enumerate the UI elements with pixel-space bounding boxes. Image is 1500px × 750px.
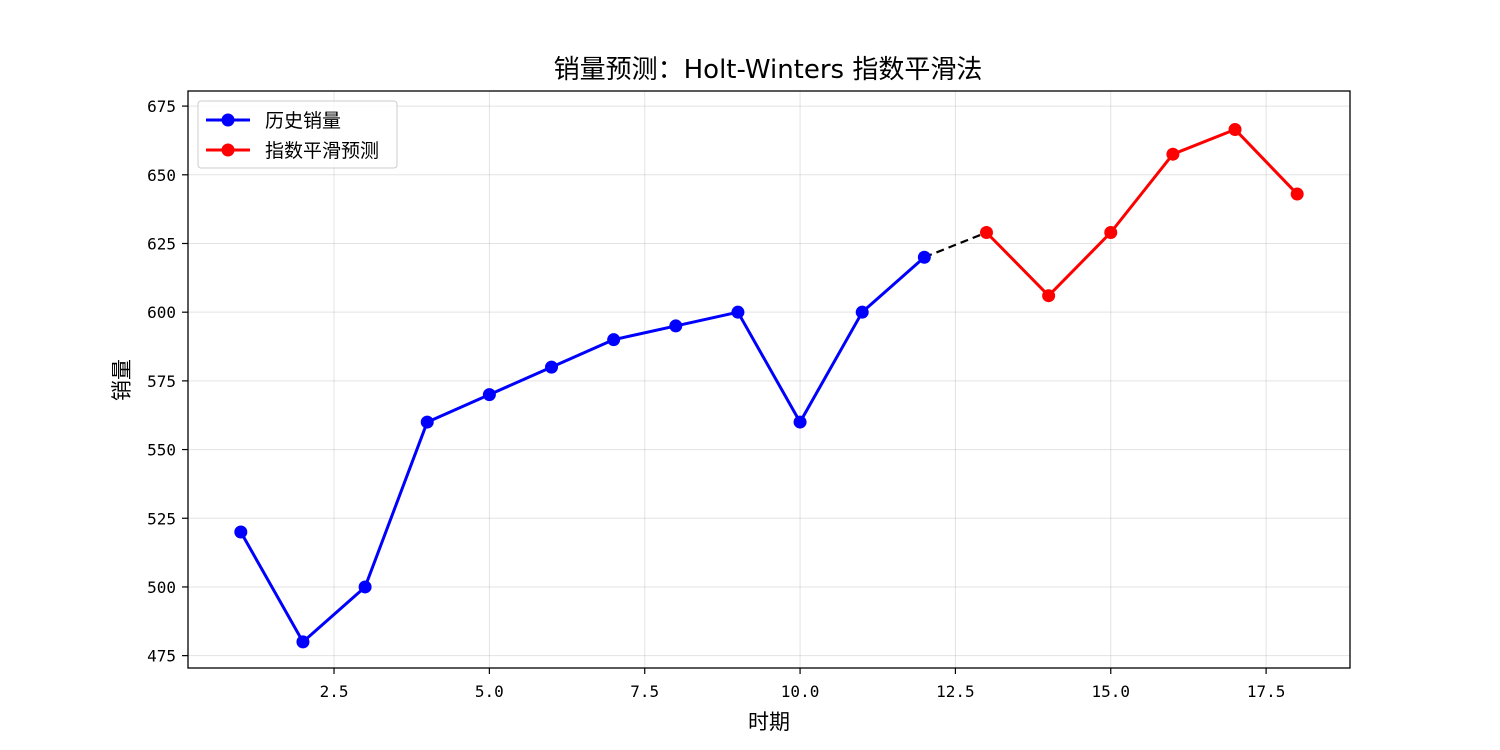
x-tick-label: 10.0 xyxy=(781,682,820,701)
history-data-point xyxy=(731,305,745,319)
history-data-point xyxy=(420,415,434,429)
forecast-data-point xyxy=(1042,289,1056,303)
plot-frame xyxy=(187,90,1351,669)
forecast-data-point xyxy=(1104,226,1118,240)
history-data-point xyxy=(545,360,559,374)
history-data-point xyxy=(917,250,931,264)
y-axis: 475 500 525 550 575 600 625 650 675 xyxy=(147,97,188,666)
y-tick-label: 500 xyxy=(147,578,176,597)
legend-history-label: 历史销量 xyxy=(265,110,341,132)
legend-forecast-label: 指数平滑预测 xyxy=(265,140,379,162)
plot-background xyxy=(188,91,1350,668)
history-data-point xyxy=(793,415,807,429)
history-data-point xyxy=(669,319,683,333)
history-data-point xyxy=(234,525,248,539)
x-tick-label: 17.5 xyxy=(1247,682,1286,701)
chart-title: 销量预测：Holt-Winters 指数平滑法 xyxy=(554,55,983,85)
grid-lines xyxy=(188,91,1350,668)
legend-history-marker xyxy=(221,113,235,127)
history-data-point xyxy=(358,580,372,594)
y-tick-label: 650 xyxy=(147,166,176,185)
history-series-line xyxy=(239,255,926,644)
x-tick-label: 2.5 xyxy=(320,682,349,701)
y-tick-label: 625 xyxy=(147,234,176,253)
y-tick-label: 550 xyxy=(147,441,176,460)
y-tick-label: 525 xyxy=(147,509,176,528)
y-tick-label: 675 xyxy=(147,97,176,116)
history-data-point xyxy=(855,305,869,319)
x-tick-label: 5.0 xyxy=(475,682,504,701)
x-axis-label: 时期 xyxy=(748,710,790,734)
forecast-data-point xyxy=(1290,187,1304,201)
plot-area xyxy=(187,90,1351,669)
history-data-point xyxy=(296,635,310,649)
connector-dashed-line xyxy=(923,231,987,259)
forecast-data-point xyxy=(1228,122,1242,136)
forecast-series-line xyxy=(984,127,1299,298)
y-tick-label: 600 xyxy=(147,303,176,322)
history-data-point xyxy=(482,388,496,402)
y-tick-label: 475 xyxy=(147,647,176,666)
x-tick-label: 7.5 xyxy=(630,682,659,701)
legend-forecast-marker xyxy=(221,143,235,157)
y-tick-label: 575 xyxy=(147,372,176,391)
forecast-data-point xyxy=(979,226,993,240)
x-axis: 2.5 5.0 7.5 10.0 12.5 15.0 17.5 xyxy=(320,668,1286,701)
x-tick-label: 12.5 xyxy=(936,682,975,701)
series-layer xyxy=(234,122,1304,649)
forecast-data-point xyxy=(1166,147,1180,161)
x-tick-label: 15.0 xyxy=(1091,682,1130,701)
y-axis-label: 销量 xyxy=(110,359,134,401)
history-data-point xyxy=(607,333,621,347)
